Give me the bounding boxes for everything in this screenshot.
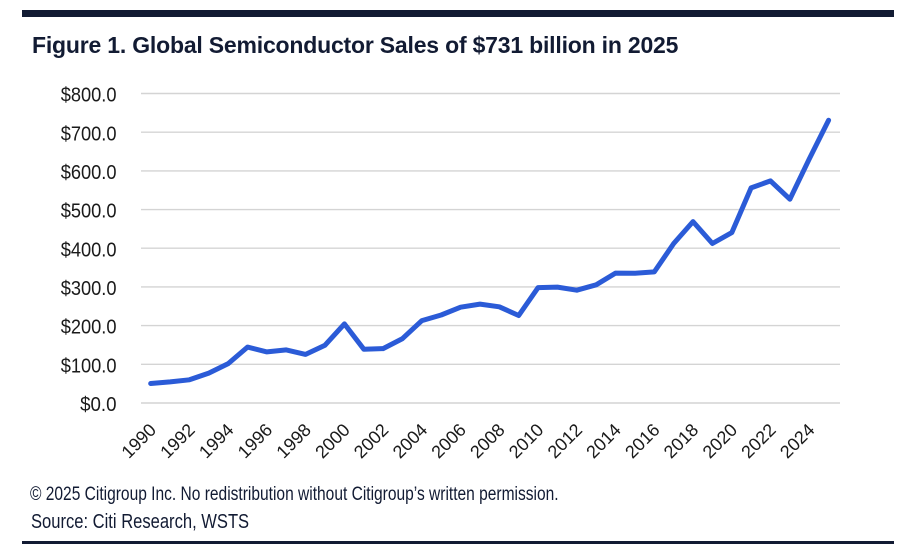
svg-text:2016: 2016 [621, 420, 663, 462]
svg-text:1990: 1990 [118, 420, 160, 462]
svg-text:1994: 1994 [195, 420, 237, 462]
svg-text:2020: 2020 [699, 420, 741, 462]
svg-text:2012: 2012 [544, 420, 586, 462]
svg-text:2002: 2002 [350, 420, 392, 462]
svg-text:$400.0: $400.0 [61, 239, 117, 261]
svg-text:$200.0: $200.0 [61, 317, 117, 339]
svg-text:2004: 2004 [389, 420, 431, 462]
svg-text:1992: 1992 [156, 420, 198, 462]
svg-text:$500.0: $500.0 [61, 201, 117, 223]
svg-text:2024: 2024 [776, 420, 818, 462]
svg-text:2008: 2008 [466, 420, 508, 462]
svg-text:$0.0: $0.0 [80, 394, 116, 416]
svg-text:2022: 2022 [737, 420, 779, 462]
svg-text:$800.0: $800.0 [61, 85, 117, 107]
svg-text:1998: 1998 [272, 420, 314, 462]
svg-text:2000: 2000 [311, 420, 353, 462]
svg-text:2014: 2014 [582, 420, 624, 462]
svg-text:$100.0: $100.0 [61, 355, 117, 377]
svg-text:$600.0: $600.0 [61, 162, 117, 184]
svg-text:1996: 1996 [234, 420, 276, 462]
svg-text:$300.0: $300.0 [61, 278, 117, 300]
svg-text:2006: 2006 [427, 420, 469, 462]
svg-text:$700.0: $700.0 [61, 123, 117, 145]
svg-text:2010: 2010 [505, 420, 547, 462]
svg-text:2018: 2018 [660, 420, 702, 462]
